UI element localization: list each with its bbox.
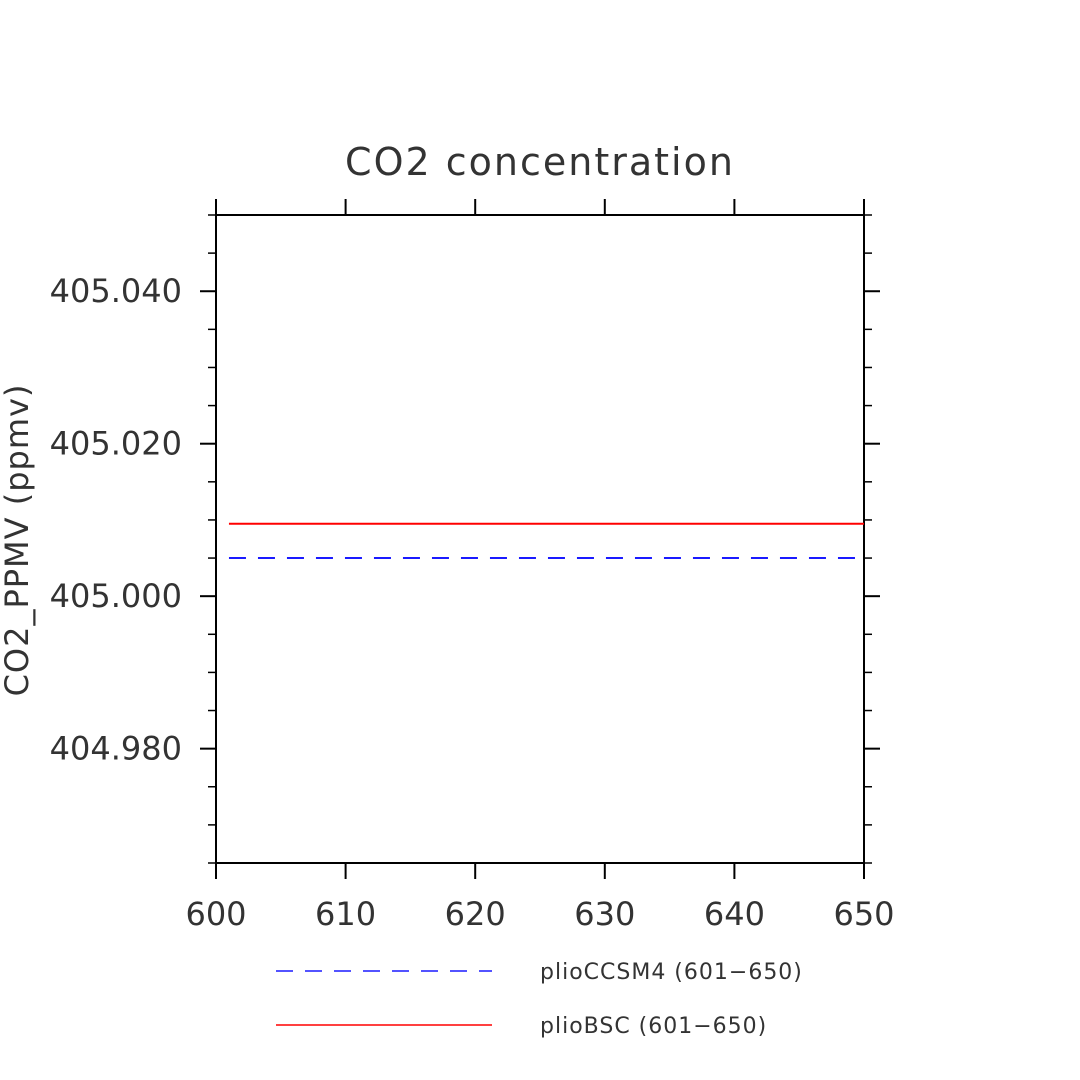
legend-label: plioCCSM4 (601−650) xyxy=(540,960,803,985)
y-tick-label: 405.040 xyxy=(50,272,182,310)
series-lines xyxy=(228,522,864,560)
plot-frame xyxy=(215,214,865,864)
y-axis-label: CO2_PPMV (ppmv) xyxy=(0,384,36,697)
x-tick-labels: 600 610 620 630 640 650 xyxy=(185,895,894,933)
legend: plioCCSM4 (601−650) plioBSC (601−650) xyxy=(276,960,803,1039)
x-tick-label: 620 xyxy=(445,895,506,933)
axis-ticks xyxy=(200,199,880,879)
x-tick-label: 640 xyxy=(704,895,765,933)
y-tick-labels: 404.980 405.000 405.020 405.040 xyxy=(50,272,182,767)
x-tick-label: 650 xyxy=(833,895,894,933)
y-tick-label: 404.980 xyxy=(50,730,182,768)
legend-label: plioBSC (601−650) xyxy=(540,1014,767,1039)
x-tick-label: 600 xyxy=(185,895,246,933)
y-tick-label: 405.020 xyxy=(50,425,182,463)
chart-title: CO2 concentration xyxy=(345,140,735,184)
x-tick-label: 630 xyxy=(574,895,635,933)
y-tick-label: 405.000 xyxy=(50,577,182,615)
x-tick-label: 610 xyxy=(315,895,376,933)
